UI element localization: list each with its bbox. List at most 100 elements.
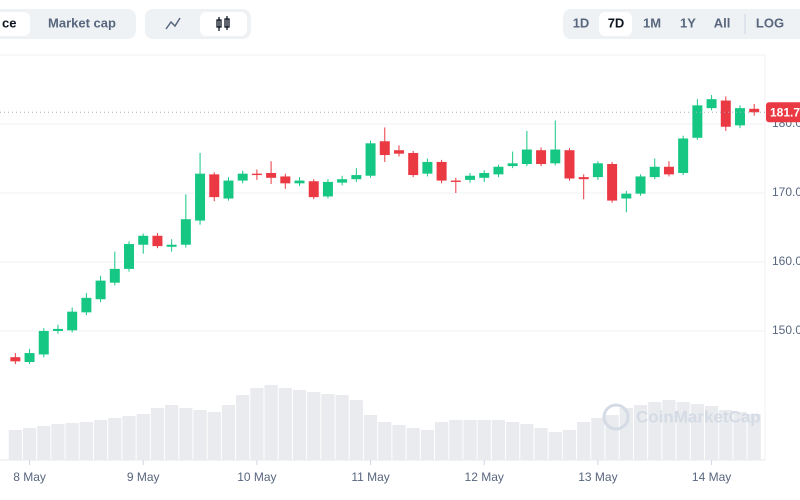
range-button[interactable]: 1Y [680, 15, 696, 30]
candle-body [649, 166, 660, 178]
volume-bar [719, 410, 733, 460]
candle-body [678, 138, 689, 173]
candle-body [166, 244, 177, 247]
candle [294, 177, 305, 187]
watermark: CoinMarketCap [602, 403, 761, 431]
market-cap-button[interactable]: Market cap [48, 15, 116, 30]
candle [251, 169, 262, 180]
candle [436, 159, 447, 184]
volume-bar [22, 428, 37, 460]
volume-bar [619, 408, 633, 460]
volume-bar [349, 400, 363, 460]
candle [166, 239, 177, 252]
candle [536, 147, 547, 167]
candle-body [109, 268, 120, 283]
candle [422, 158, 433, 177]
candle-body [479, 172, 490, 178]
candle-body [749, 108, 760, 113]
candle-body [507, 163, 518, 167]
candle [635, 174, 646, 196]
log-button[interactable]: LOG [756, 15, 784, 30]
volume-bar [65, 423, 79, 460]
y-tick-label: 160.0 [772, 254, 800, 268]
candle-body [337, 179, 348, 183]
candle-body [351, 175, 362, 180]
candle-body [592, 163, 603, 178]
candle [24, 348, 35, 365]
candle [180, 194, 191, 248]
candle-body [138, 235, 149, 245]
x-tick-label: 9 May [127, 470, 160, 484]
candle [507, 151, 518, 169]
volume-bar [520, 424, 534, 460]
candle [678, 135, 689, 176]
x-tick-label: 14 May [692, 470, 731, 484]
candle [521, 130, 532, 167]
volume-bar [292, 390, 307, 460]
volume-bar [420, 430, 435, 460]
candle-body [180, 219, 191, 245]
candle-body [365, 143, 376, 176]
candle-body [550, 149, 561, 164]
candle-body [521, 149, 532, 165]
price-label: ce [2, 15, 16, 30]
candle-body [237, 173, 248, 181]
volume-bar [676, 402, 690, 460]
volume-bar [136, 414, 150, 460]
candle [692, 99, 703, 140]
candle-body [67, 311, 78, 331]
volume-bar [704, 406, 719, 460]
volume-bar [93, 420, 108, 460]
volume-bar [534, 428, 548, 460]
candle-body [393, 150, 404, 154]
candle-icon [216, 16, 230, 31]
volume-bar [79, 422, 93, 460]
volume-bar [335, 395, 349, 460]
range-button[interactable]: 7D [608, 15, 625, 30]
volume-bar [221, 405, 236, 460]
volume-bar [449, 420, 463, 460]
candle [649, 158, 660, 180]
volume-bar [278, 388, 292, 460]
y-tick-label: 150.0 [772, 323, 800, 337]
volume-bar [378, 422, 392, 460]
volume-bar [207, 412, 221, 460]
candle-body [308, 181, 319, 198]
type-toggle [0, 9, 136, 39]
candle [379, 127, 390, 162]
volume-bar [321, 394, 335, 460]
candle-body [734, 108, 745, 126]
candle-body [450, 180, 461, 182]
candle [138, 233, 149, 254]
watermark-text: CoinMarketCap [636, 407, 761, 426]
volume-bar [8, 430, 22, 460]
volume-bar [179, 408, 193, 460]
volume-bar [363, 415, 378, 460]
candle [749, 103, 760, 116]
candle-body [379, 141, 390, 156]
volume-bar [108, 418, 122, 460]
range-button[interactable]: 1D [573, 15, 590, 30]
range-button[interactable]: All [714, 15, 731, 30]
candle-body [209, 174, 220, 198]
candle-button[interactable] [200, 12, 247, 36]
candle-body [95, 280, 106, 300]
candle [280, 173, 291, 189]
candle [152, 233, 163, 249]
volume-bar [562, 430, 577, 460]
x-tick-label: 8 May [13, 470, 46, 484]
line-icon[interactable] [165, 17, 181, 30]
candle [124, 241, 135, 272]
candle-body [436, 161, 447, 181]
volume-bar [605, 415, 619, 460]
volume-bar [491, 420, 506, 460]
volume-bar [406, 428, 420, 460]
candle [266, 161, 277, 185]
candle [592, 161, 603, 180]
price-button[interactable] [0, 12, 30, 36]
candle [479, 170, 490, 182]
candle [237, 170, 248, 184]
volume-bar [633, 405, 648, 460]
range-button[interactable]: 1M [643, 15, 661, 30]
